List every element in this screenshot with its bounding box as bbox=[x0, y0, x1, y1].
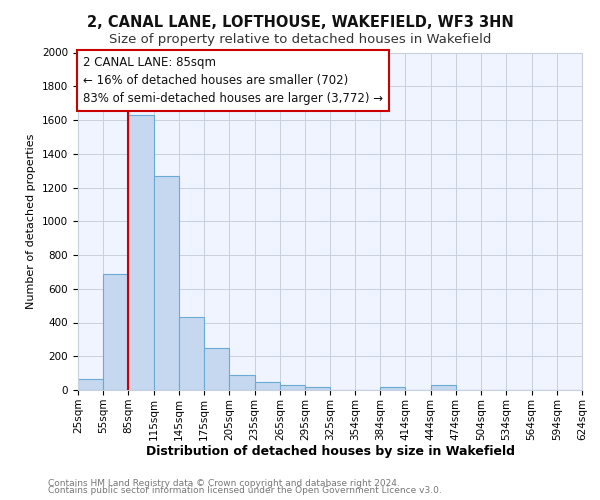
Bar bbox=[204, 348, 229, 390]
Text: Contains HM Land Registry data © Crown copyright and database right 2024.: Contains HM Land Registry data © Crown c… bbox=[48, 478, 400, 488]
Bar bbox=[305, 386, 331, 390]
Bar bbox=[128, 115, 154, 390]
Bar bbox=[103, 274, 128, 390]
Bar bbox=[179, 318, 204, 390]
Text: Contains public sector information licensed under the Open Government Licence v3: Contains public sector information licen… bbox=[48, 486, 442, 495]
Bar bbox=[254, 382, 280, 390]
Bar bbox=[154, 176, 179, 390]
Bar bbox=[78, 379, 103, 390]
Text: 2, CANAL LANE, LOFTHOUSE, WAKEFIELD, WF3 3HN: 2, CANAL LANE, LOFTHOUSE, WAKEFIELD, WF3… bbox=[86, 15, 514, 30]
Bar bbox=[431, 385, 456, 390]
Text: Size of property relative to detached houses in Wakefield: Size of property relative to detached ho… bbox=[109, 32, 491, 46]
Text: 2 CANAL LANE: 85sqm
← 16% of detached houses are smaller (702)
83% of semi-detac: 2 CANAL LANE: 85sqm ← 16% of detached ho… bbox=[83, 56, 383, 105]
Bar bbox=[280, 385, 305, 390]
Y-axis label: Number of detached properties: Number of detached properties bbox=[26, 134, 37, 309]
Bar bbox=[380, 388, 406, 390]
Bar bbox=[229, 375, 254, 390]
X-axis label: Distribution of detached houses by size in Wakefield: Distribution of detached houses by size … bbox=[146, 446, 515, 458]
